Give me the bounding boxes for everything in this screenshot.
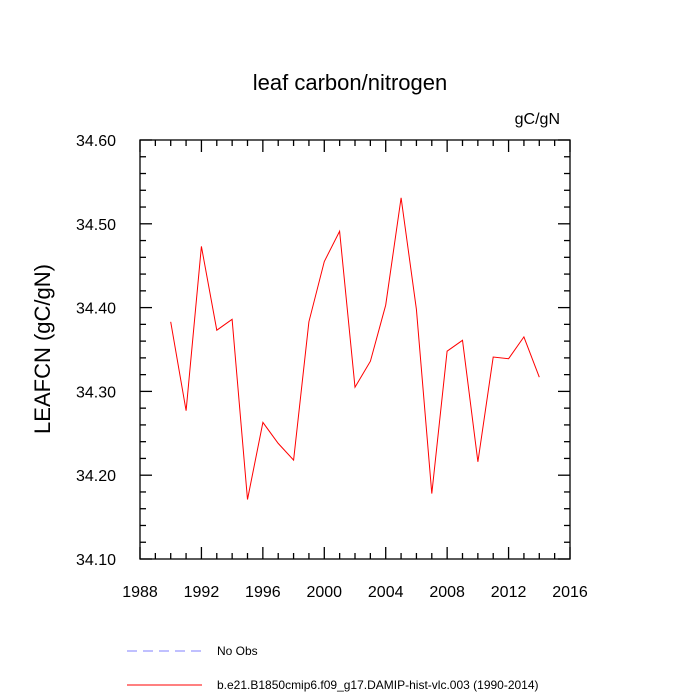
y-tick-label: 34.10: [76, 552, 116, 569]
plot-frame: [139, 139, 571, 560]
chart-title: leaf carbon/nitrogen: [253, 70, 447, 95]
legend: No Obs b.e21.B1850cmip6.f09_g17.DAMIP-his…: [127, 644, 539, 692]
legend-label: b.e21.B1850cmip6.f09_g17.DAMIP-hist-vlc.…: [217, 678, 539, 692]
y-tick-label: 34.20: [76, 468, 116, 485]
series-line-0: [170, 197, 540, 500]
series-lines: [170, 197, 540, 500]
legend-label: No Obs: [217, 644, 258, 658]
x-tick-label: 2000: [306, 584, 342, 601]
x-tick-label: 2016: [552, 584, 588, 601]
y-axis-label: LEAFCN (gC/gN): [30, 264, 55, 434]
y-tick-label: 34.30: [76, 384, 116, 401]
y-tick-label: 34.50: [76, 217, 116, 234]
x-tick-label: 2008: [429, 584, 465, 601]
x-tick-label: 1996: [245, 584, 281, 601]
y-tick-label: 34.60: [76, 133, 116, 150]
axis-tick-labels: 1988 1992 1996 2000 2004 2008 2012 2016 34.10 34.…: [76, 133, 588, 601]
x-tick-label: 2004: [368, 584, 404, 601]
x-tick-label: 1992: [184, 584, 220, 601]
x-tick-label: 2012: [491, 584, 527, 601]
y-tick-label: 34.40: [76, 301, 116, 318]
axis-ticks: [139, 139, 571, 560]
x-tick-label: 1988: [122, 584, 158, 601]
units-label: gC/gN: [515, 111, 560, 128]
